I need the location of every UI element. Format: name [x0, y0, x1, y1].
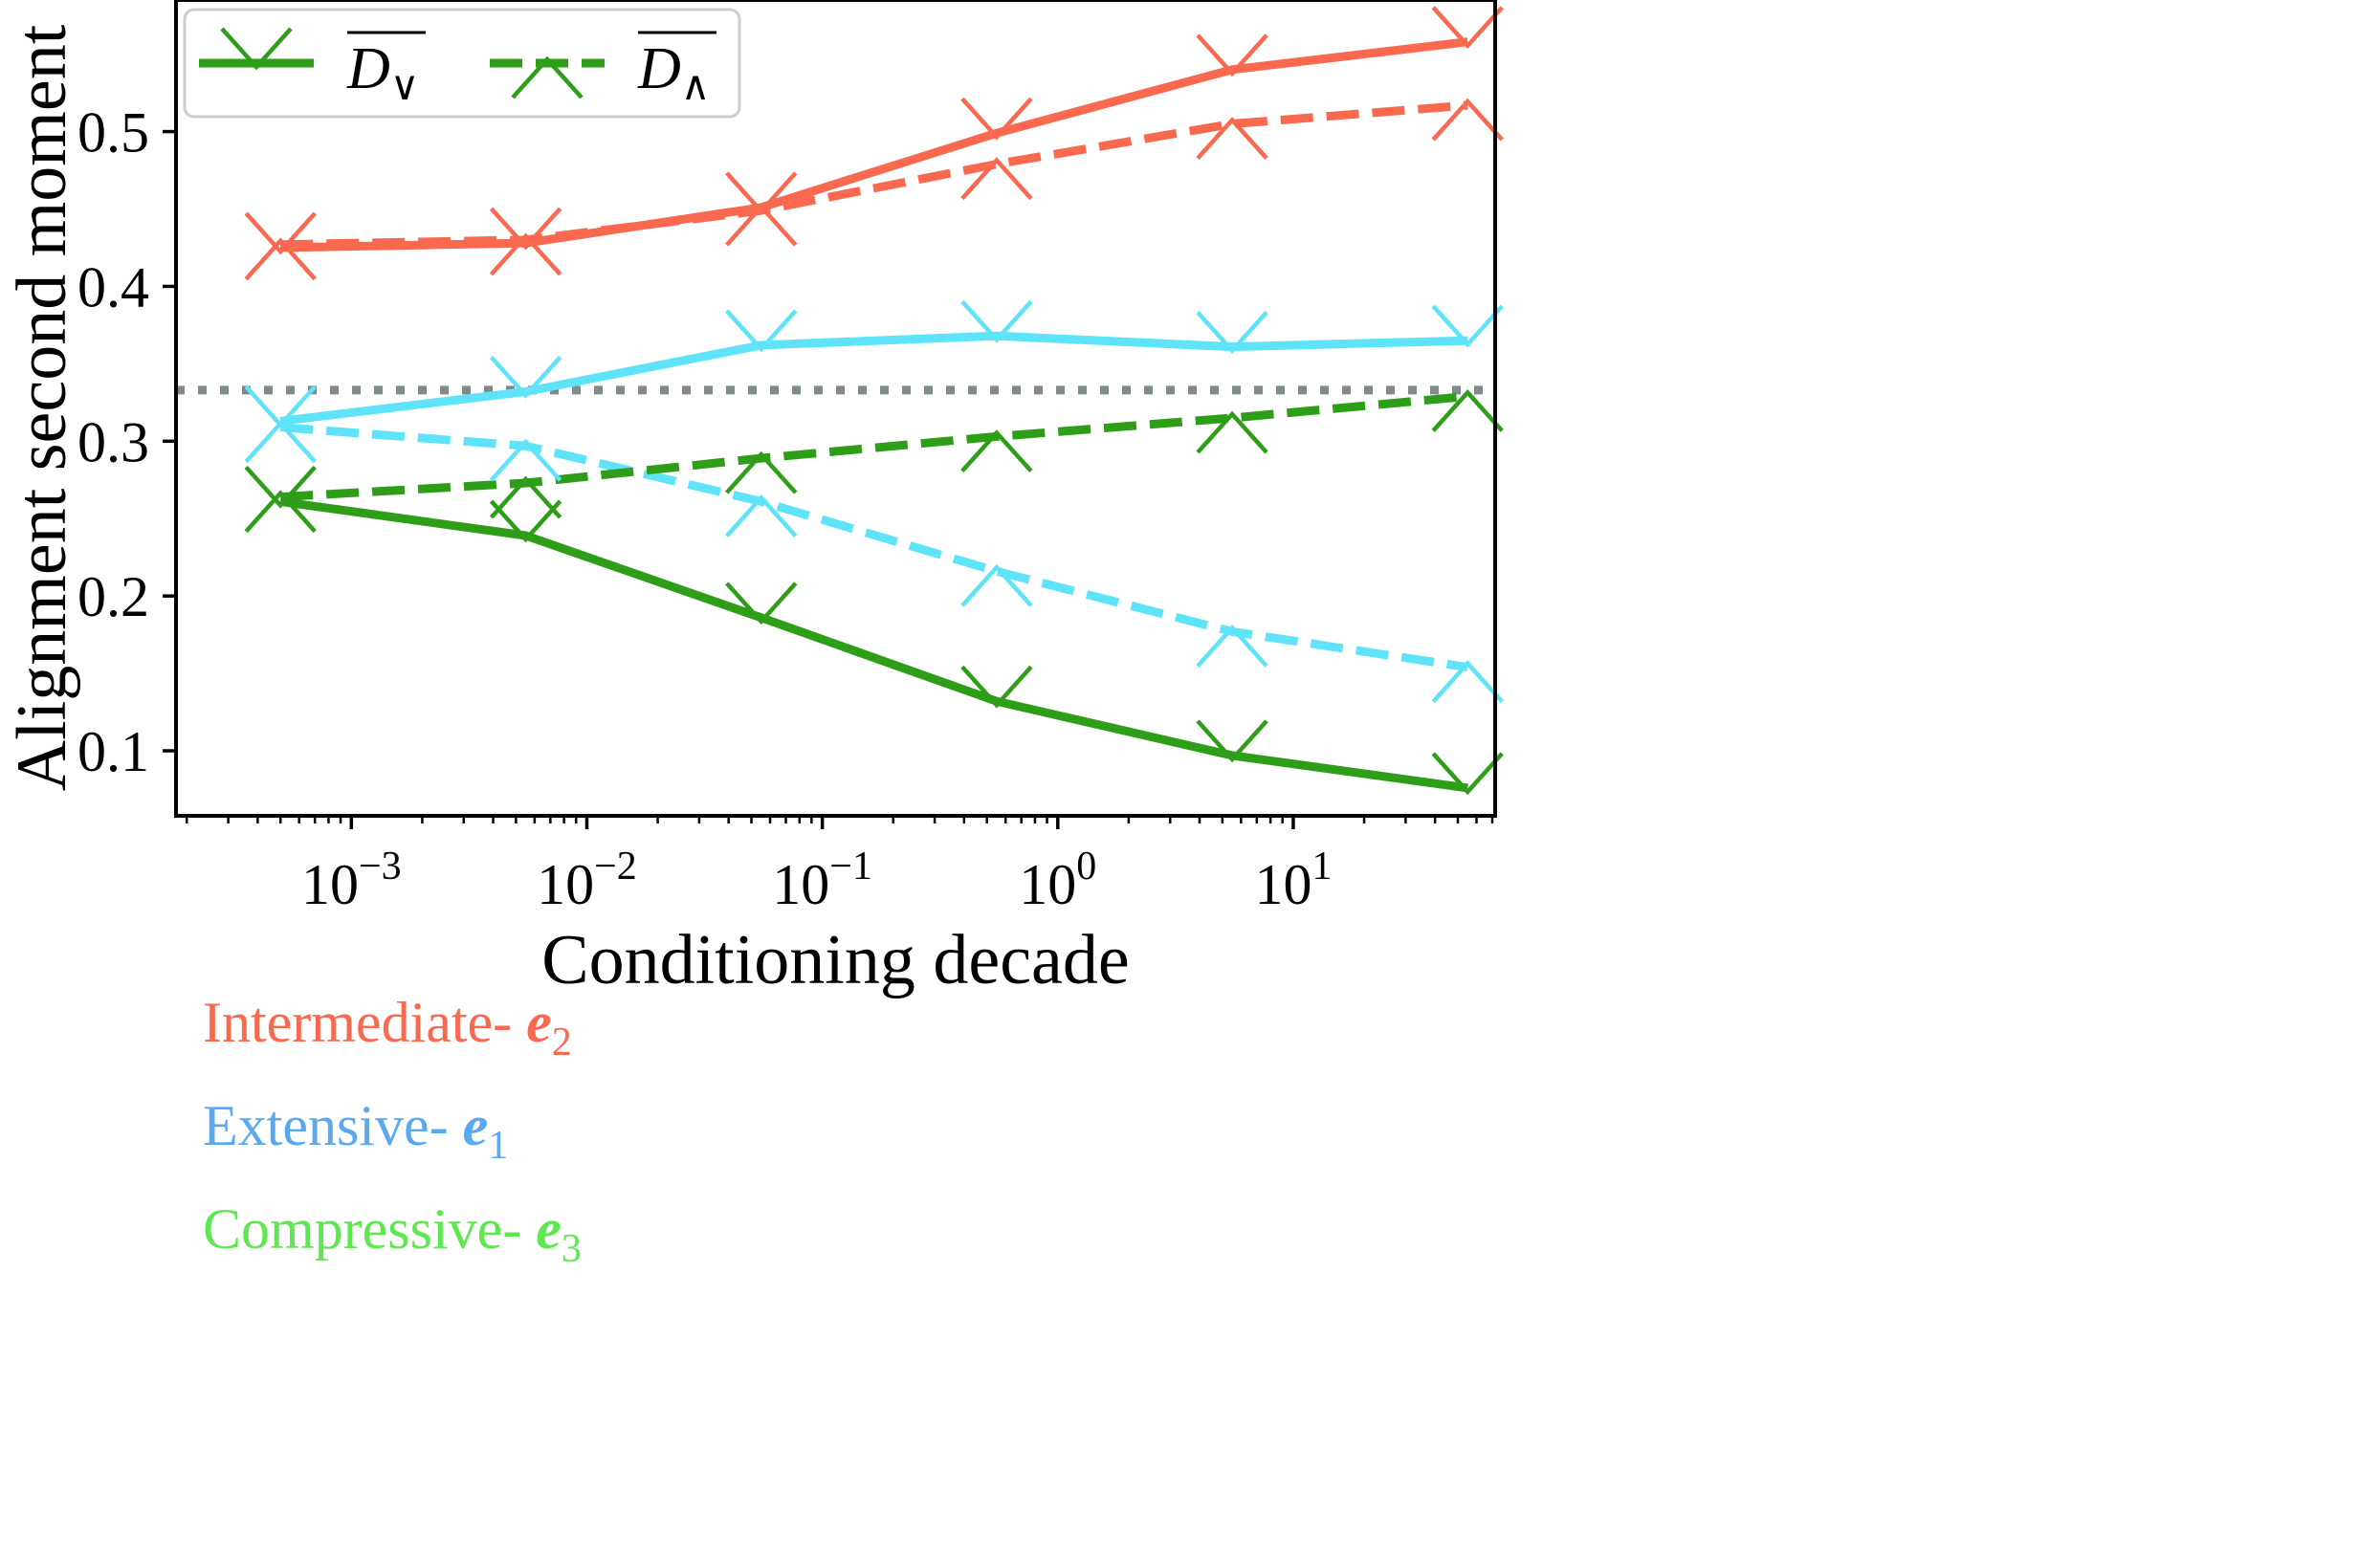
- legend-label: D∨: [346, 36, 420, 109]
- series-compressive-solid-point: [1196, 719, 1268, 763]
- legend-marker: [511, 55, 584, 99]
- series-intermediate-dashed-point: [960, 157, 1033, 201]
- legend-marker: [220, 27, 293, 71]
- series-extensive-dashed-point: [1196, 625, 1268, 668]
- series-compressive-solid-point: [244, 465, 317, 509]
- series-intermediate-solid-point: [960, 97, 1033, 141]
- y-tick-label: 0.3: [77, 410, 149, 473]
- series-extensive-solid-line: [279, 331, 1468, 426]
- series-intermediate-dashed-point: [1196, 117, 1268, 160]
- series-compressive-dashed-point: [489, 475, 562, 519]
- series-intermediate-dashed-line: [280, 100, 1468, 250]
- x-tick-label: 100: [1019, 845, 1096, 916]
- y-tick-label: 0.4: [77, 255, 149, 318]
- plot-frame: [174, 0, 1497, 818]
- x-tick-label: 10−3: [301, 845, 402, 916]
- series-extensive-dashed-point: [489, 438, 562, 482]
- series-compressive-dashed-point: [1196, 410, 1268, 454]
- x-axis-title: Conditioning decade: [541, 921, 1129, 999]
- y-tick-label: 0.5: [77, 101, 149, 165]
- series-intermediate-dashed-point: [1431, 98, 1504, 142]
- series-intermediate-solid-point: [1196, 33, 1268, 77]
- series-compressive-dashed-point: [1431, 388, 1504, 432]
- x-tick-label: 10−1: [772, 845, 872, 916]
- series-extensive-solid-point: [1431, 304, 1504, 348]
- series-intermediate-dashed-point: [725, 203, 798, 247]
- y-tick-label: 0.2: [77, 565, 149, 628]
- y-tick-label: 0.1: [77, 720, 149, 783]
- annotation-label: Extensive- e1: [203, 1094, 508, 1168]
- legend-label: D∧: [637, 36, 711, 109]
- annotation-label: Compressive- e3: [203, 1197, 582, 1271]
- series-extensive-solid-point: [960, 299, 1033, 343]
- y-axis-title: Alignment second moment: [3, 24, 81, 791]
- series-compressive-solid-point: [489, 499, 562, 543]
- series-intermediate-solid-point: [489, 207, 562, 251]
- series-extensive-solid-point: [725, 309, 798, 353]
- x-tick-label: 10−2: [537, 845, 637, 916]
- annotation-label: Intermediate- e2: [203, 991, 572, 1064]
- series-intermediate-dashed-point: [489, 232, 562, 276]
- series-compressive-solid-line: [279, 496, 1468, 793]
- series-intermediate-solid-point: [1431, 6, 1504, 50]
- series-compressive-dashed-line: [279, 391, 1468, 502]
- series-intermediate-solid-point: [725, 171, 798, 215]
- legend: D∨ D∧: [183, 8, 741, 119]
- annotations: Intermediate- e2 Extensive- e1 Compressive…: [203, 991, 582, 1271]
- series-extensive-dashed-point: [1431, 660, 1504, 704]
- series-compressive-dashed-point: [244, 490, 317, 534]
- series-extensive-dashed-point: [244, 420, 317, 464]
- legend-frame: [183, 8, 741, 119]
- series-extensive-dashed-point: [960, 563, 1033, 607]
- series-extensive-solid-point: [1196, 311, 1268, 354]
- series-compressive-dashed-point: [960, 429, 1033, 472]
- series-compressive-solid-point: [725, 582, 798, 625]
- series-intermediate-dashed-point: [244, 237, 317, 281]
- series-layer: [279, 37, 1468, 793]
- series-extensive-dashed-point: [725, 494, 798, 538]
- series-extensive-solid-point: [489, 355, 562, 399]
- series-extensive-dashed-line: [279, 423, 1468, 672]
- series-compressive-solid-point: [960, 665, 1033, 709]
- x-tick-label: 101: [1254, 845, 1332, 916]
- series-intermediate-solid-point: [244, 211, 317, 255]
- axis-ticks: 0.1 0.2 0.3 0.4 0.5 10−3 10−2 10−1 100 101: [77, 101, 1494, 916]
- markers-layer: [244, 6, 1504, 796]
- series-compressive-solid-point: [1431, 752, 1504, 796]
- series-compressive-dashed-point: [725, 450, 798, 494]
